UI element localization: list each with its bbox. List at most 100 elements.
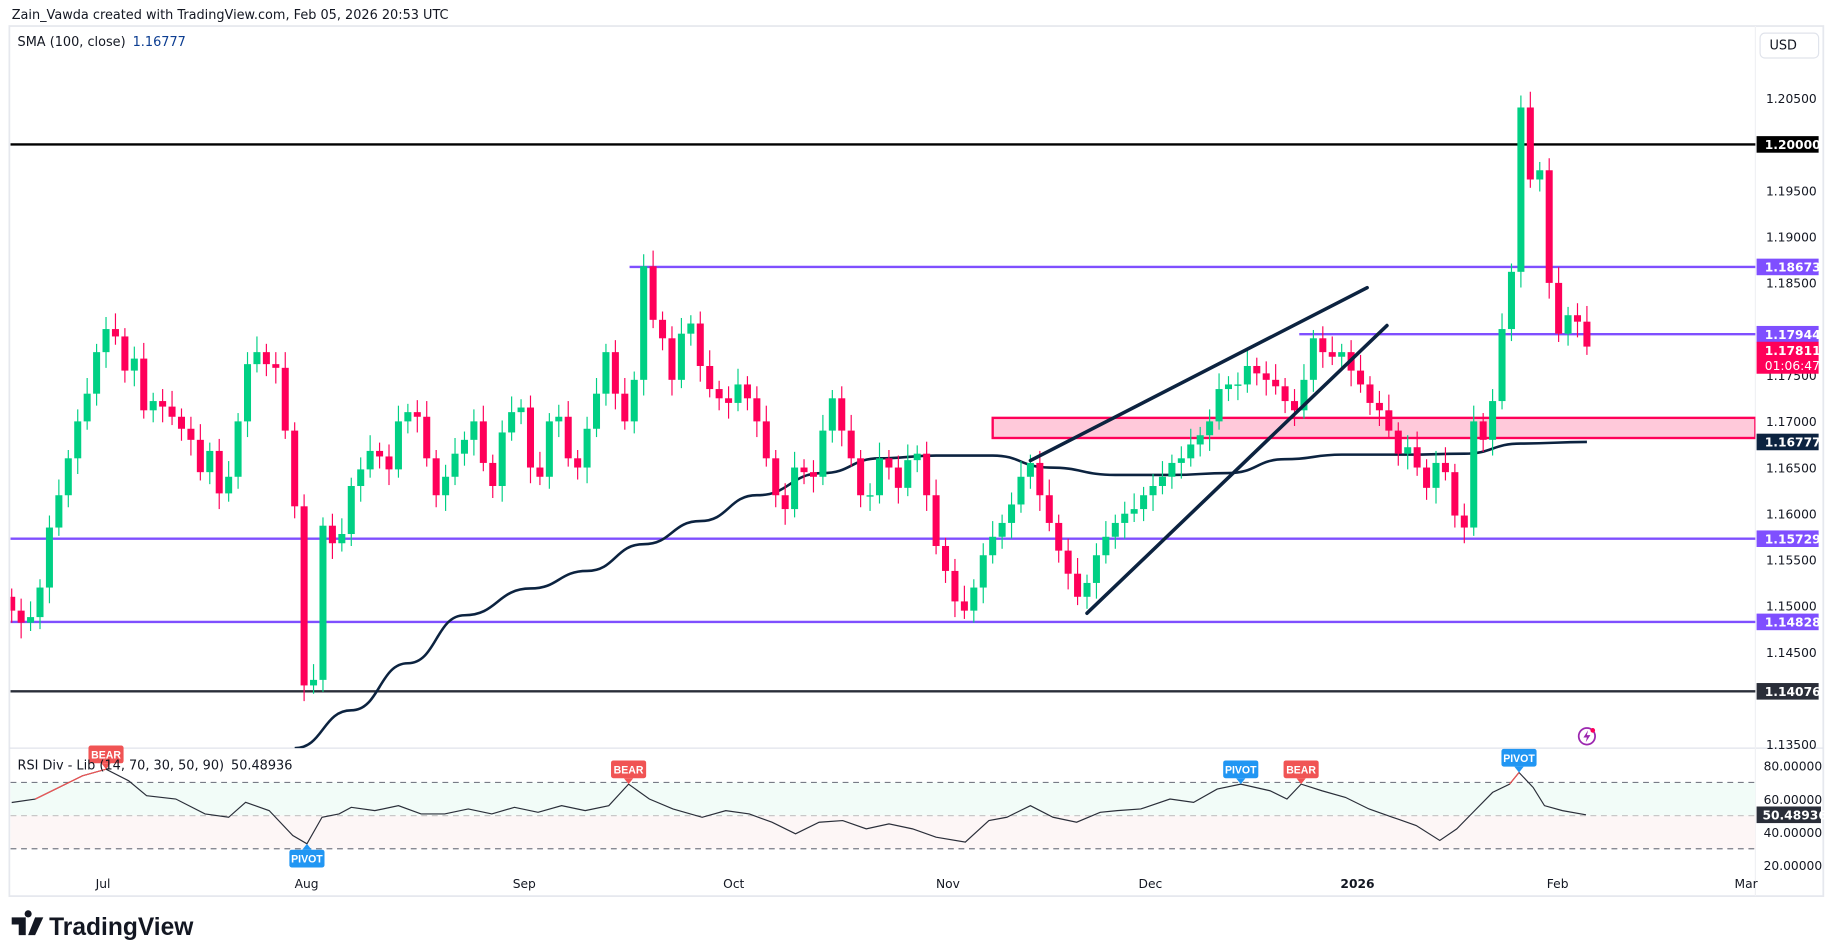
resistance-zone[interactable] [991,416,1756,440]
candle[interactable] [875,442,884,504]
candle[interactable] [385,444,393,486]
candle[interactable] [196,424,204,481]
candle[interactable] [1432,450,1440,504]
candle[interactable] [526,395,534,484]
candle[interactable] [1177,446,1185,479]
candle[interactable] [1583,305,1591,355]
candle[interactable] [1121,501,1129,539]
candle[interactable] [1375,390,1383,426]
candle[interactable] [602,343,610,406]
candle[interactable] [74,409,82,475]
candle[interactable] [1451,463,1459,528]
candle[interactable] [734,368,742,412]
candle[interactable] [140,342,148,419]
candle[interactable] [1338,343,1346,369]
candle[interactable] [1036,450,1044,511]
candle[interactable] [1045,479,1053,532]
candle[interactable] [696,311,704,382]
candle[interactable] [866,483,874,511]
candle[interactable] [847,414,855,467]
candle[interactable] [347,477,355,547]
candle[interactable] [404,403,412,434]
trendline[interactable] [1028,285,1369,463]
candle[interactable] [630,371,638,434]
candle[interactable] [8,588,16,623]
candle[interactable] [838,386,846,447]
candle[interactable] [1253,357,1261,386]
candle[interactable] [234,413,242,489]
candle[interactable] [376,442,384,469]
candle[interactable] [894,455,902,504]
candle[interactable] [743,376,751,411]
candle[interactable] [291,422,299,519]
rsi-signal-tag[interactable]: PIVOT [289,843,325,868]
candle[interactable] [1328,336,1336,366]
candle[interactable] [960,585,968,619]
candle[interactable] [1281,377,1289,414]
candle[interactable] [281,352,289,439]
candle[interactable] [1074,558,1082,606]
candle[interactable] [1498,313,1506,410]
candle[interactable] [1300,364,1308,419]
candle[interactable] [1262,361,1270,396]
candle[interactable] [564,401,572,467]
candle[interactable] [1564,306,1572,346]
candle[interactable] [1092,543,1100,599]
candle[interactable] [1366,376,1374,415]
candle[interactable] [338,518,346,552]
candle[interactable] [1441,447,1449,481]
candle[interactable] [923,441,931,511]
candle[interactable] [1064,538,1072,590]
candle[interactable] [17,598,25,639]
candle[interactable] [1130,493,1138,523]
candle[interactable] [1460,503,1468,544]
candle[interactable] [1224,376,1233,402]
candle[interactable] [1187,428,1195,467]
candle[interactable] [470,409,478,456]
rsi-signal-tag[interactable]: BEAR [611,760,647,785]
candle[interactable] [1404,435,1412,470]
candle[interactable] [272,352,280,384]
candle[interactable] [979,543,987,604]
candle[interactable] [1158,461,1166,495]
candle[interactable] [951,558,959,618]
candle[interactable] [1394,422,1402,466]
candle[interactable] [753,386,761,438]
candle[interactable] [479,405,487,472]
candle[interactable] [1140,486,1148,522]
candle[interactable] [583,416,591,484]
candle[interactable] [668,326,676,396]
candle[interactable] [1489,389,1497,456]
candle[interactable] [659,311,667,351]
candle[interactable] [828,389,836,443]
candle[interactable] [1555,267,1563,342]
candle[interactable] [1234,372,1242,401]
rsi-signal-tag[interactable]: BEAR [88,745,124,770]
candle[interactable] [913,445,921,473]
candle[interactable] [187,416,195,456]
candle[interactable] [498,420,506,502]
candle[interactable] [1008,492,1016,539]
candle[interactable] [857,449,865,508]
candle[interactable] [1423,459,1431,500]
candle[interactable] [1017,461,1025,513]
candle[interactable] [687,315,695,346]
candle[interactable] [1196,426,1204,457]
candle[interactable] [1215,373,1223,430]
candle[interactable] [1385,394,1393,439]
candle[interactable] [715,380,723,411]
candle[interactable] [394,405,402,478]
trendline[interactable] [1085,323,1389,615]
candle[interactable] [536,451,544,486]
candle[interactable] [1545,158,1553,299]
candle[interactable] [885,449,893,480]
candle[interactable] [1102,521,1110,564]
candle[interactable] [244,352,252,438]
candle[interactable] [1168,454,1176,489]
candle[interactable] [55,479,63,536]
candle[interactable] [130,346,138,387]
rsi-legend[interactable]: RSI Div - Lib (14, 70, 30, 50, 90) 50.489… [18,758,293,773]
candle[interactable] [319,517,327,692]
candle[interactable] [574,449,582,480]
